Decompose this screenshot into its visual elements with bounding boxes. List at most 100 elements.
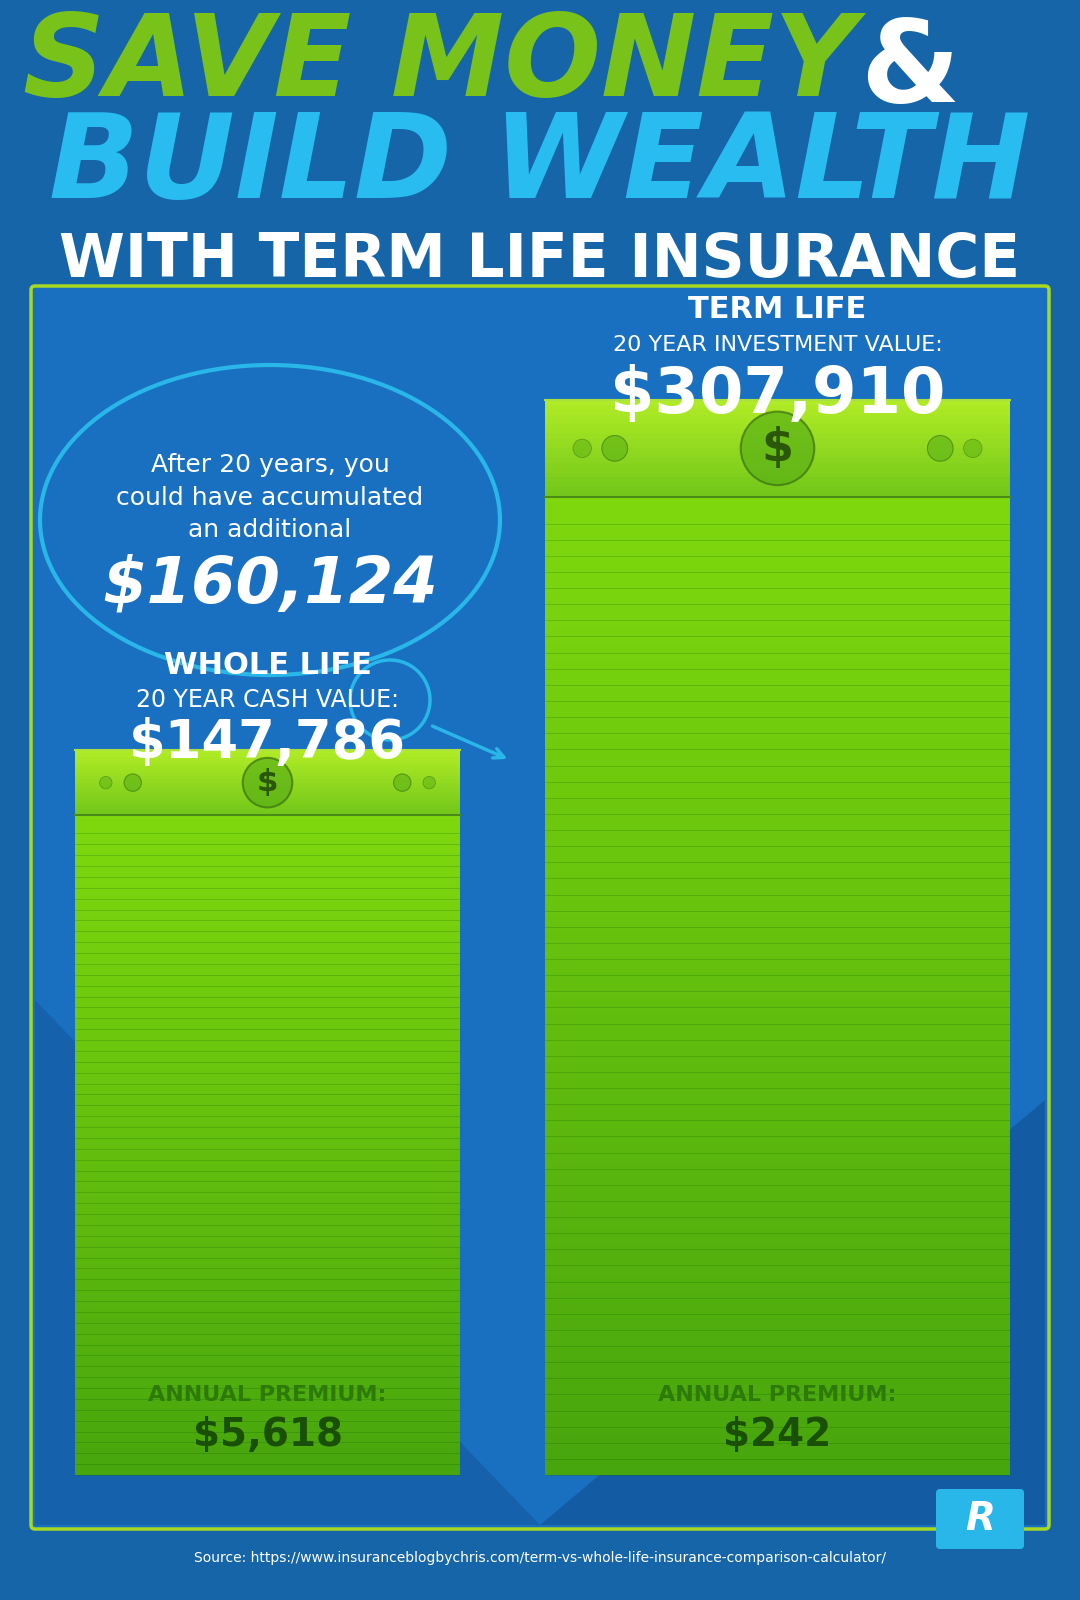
Bar xyxy=(545,856,1010,866)
Bar xyxy=(75,907,460,914)
Bar xyxy=(545,1408,1010,1418)
Bar xyxy=(75,986,460,992)
Bar xyxy=(75,1219,460,1226)
Bar xyxy=(545,1186,1010,1195)
Bar xyxy=(75,846,460,853)
Bar xyxy=(75,1458,460,1464)
Bar xyxy=(75,1363,460,1370)
Bar xyxy=(75,1453,460,1458)
Text: WHOLE LIFE: WHOLE LIFE xyxy=(163,651,372,680)
Bar xyxy=(545,1334,1010,1342)
Bar xyxy=(545,822,1010,832)
Bar xyxy=(545,642,1010,651)
Bar xyxy=(545,477,1010,482)
Bar xyxy=(545,667,1010,675)
Bar xyxy=(75,1046,460,1053)
Bar xyxy=(75,1370,460,1374)
Bar xyxy=(75,1242,460,1246)
FancyArrowPatch shape xyxy=(433,726,504,758)
Bar xyxy=(545,947,1010,955)
Bar xyxy=(75,1258,460,1264)
Circle shape xyxy=(124,774,141,792)
Bar xyxy=(545,806,1010,816)
Bar xyxy=(75,1125,460,1130)
Bar xyxy=(545,725,1010,733)
Bar xyxy=(545,1037,1010,1046)
Bar xyxy=(75,1158,460,1163)
Bar xyxy=(545,906,1010,915)
Bar xyxy=(545,1366,1010,1376)
Bar xyxy=(545,1046,1010,1054)
Bar xyxy=(75,1062,460,1069)
Bar xyxy=(545,534,1010,544)
Bar xyxy=(545,600,1010,610)
Bar xyxy=(75,1002,460,1008)
Bar xyxy=(75,1442,460,1448)
Bar xyxy=(545,1251,1010,1261)
Bar xyxy=(545,1029,1010,1038)
Bar xyxy=(545,872,1010,882)
Bar xyxy=(75,813,460,819)
Polygon shape xyxy=(35,1000,540,1525)
Bar xyxy=(545,1434,1010,1442)
Bar xyxy=(545,774,1010,782)
Text: SAVE MONEY: SAVE MONEY xyxy=(24,10,856,120)
Bar xyxy=(545,675,1010,683)
Bar xyxy=(75,1058,460,1064)
Bar xyxy=(75,1174,460,1181)
Bar xyxy=(545,1243,1010,1253)
Bar xyxy=(545,400,1010,405)
Bar xyxy=(545,880,1010,890)
Bar xyxy=(75,891,460,898)
Bar xyxy=(545,757,1010,766)
Bar xyxy=(545,1021,1010,1030)
Bar xyxy=(545,1086,1010,1096)
Bar xyxy=(75,902,460,909)
Bar xyxy=(545,715,1010,725)
Bar xyxy=(545,1104,1010,1112)
Bar xyxy=(75,824,460,830)
Text: could have accumulated: could have accumulated xyxy=(117,486,423,510)
Bar xyxy=(75,1030,460,1035)
Bar xyxy=(75,1246,460,1253)
Text: $5,618: $5,618 xyxy=(192,1416,342,1454)
Bar xyxy=(545,1227,1010,1235)
Bar xyxy=(75,941,460,947)
Circle shape xyxy=(963,438,982,458)
Text: R: R xyxy=(966,1501,995,1538)
Bar xyxy=(75,1213,460,1219)
Bar xyxy=(75,952,460,958)
Bar xyxy=(75,1408,460,1414)
Bar xyxy=(545,971,1010,981)
Circle shape xyxy=(741,411,814,485)
Bar xyxy=(545,491,1010,496)
Text: $: $ xyxy=(761,426,794,470)
Bar xyxy=(545,798,1010,808)
Bar xyxy=(545,448,1010,453)
Bar xyxy=(75,1464,460,1469)
Circle shape xyxy=(243,758,293,808)
Bar xyxy=(545,658,1010,667)
Bar xyxy=(75,1186,460,1192)
Bar xyxy=(545,1442,1010,1450)
Circle shape xyxy=(573,438,592,458)
Bar xyxy=(545,650,1010,659)
Bar xyxy=(545,1054,1010,1062)
Bar xyxy=(75,1202,460,1208)
Bar xyxy=(545,560,1010,568)
Bar xyxy=(75,805,460,808)
Bar xyxy=(75,1080,460,1086)
Bar xyxy=(75,757,460,760)
Bar xyxy=(545,1144,1010,1154)
Text: ANNUAL PREMIUM:: ANNUAL PREMIUM: xyxy=(659,1386,896,1405)
Bar xyxy=(75,869,460,875)
Bar xyxy=(545,576,1010,586)
Bar xyxy=(545,1259,1010,1269)
Circle shape xyxy=(928,435,954,461)
Bar xyxy=(75,1336,460,1341)
Bar xyxy=(545,1078,1010,1088)
Bar xyxy=(545,765,1010,774)
Bar xyxy=(75,1424,460,1430)
Bar xyxy=(75,1419,460,1426)
Bar xyxy=(545,782,1010,790)
